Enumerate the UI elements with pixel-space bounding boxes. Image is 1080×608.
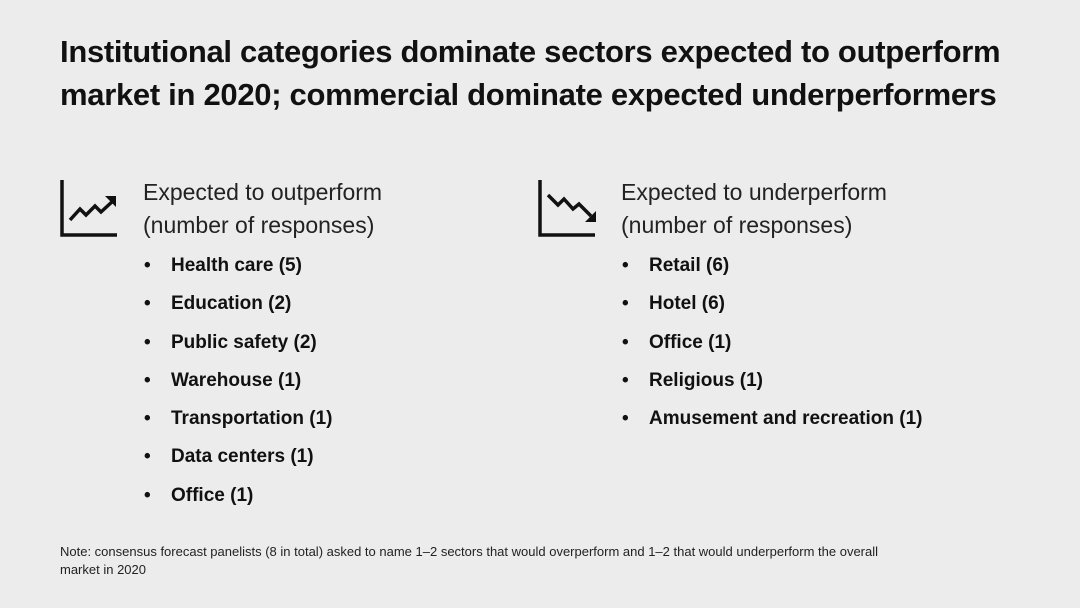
outperform-heading: Expected to outperform (number of respon… xyxy=(143,176,523,242)
list-item: Transportation (1) xyxy=(143,407,333,445)
list-item: Office (1) xyxy=(621,331,922,369)
list-item: Education (2) xyxy=(143,292,333,330)
list-item: Public safety (2) xyxy=(143,331,333,369)
list-item: Warehouse (1) xyxy=(143,369,333,407)
underperform-heading-line1: Expected to underperform xyxy=(621,179,887,205)
list-item: Office (1) xyxy=(143,484,333,522)
underperform-list: Retail (6) Hotel (6) Office (1) Religiou… xyxy=(621,254,922,445)
list-item: Hotel (6) xyxy=(621,292,922,330)
outperform-list: Health care (5) Education (2) Public saf… xyxy=(143,254,333,522)
underperform-heading-line2: (number of responses) xyxy=(621,212,853,238)
list-item: Retail (6) xyxy=(621,254,922,292)
list-item: Health care (5) xyxy=(143,254,333,292)
list-item: Data centers (1) xyxy=(143,445,333,483)
list-item: Amusement and recreation (1) xyxy=(621,407,922,445)
footnote: Note: consensus forecast panelists (8 in… xyxy=(60,544,879,577)
underperform-heading: Expected to underperform (number of resp… xyxy=(621,176,1001,242)
outperform-heading-line2: (number of responses) xyxy=(143,212,375,238)
outperform-heading-line1: Expected to outperform xyxy=(143,179,383,205)
list-item: Religious (1) xyxy=(621,369,922,407)
trend-down-chart-icon xyxy=(538,180,596,237)
trend-up-chart-icon xyxy=(60,180,117,237)
page-title: Institutional categories dominate sector… xyxy=(60,34,1001,112)
